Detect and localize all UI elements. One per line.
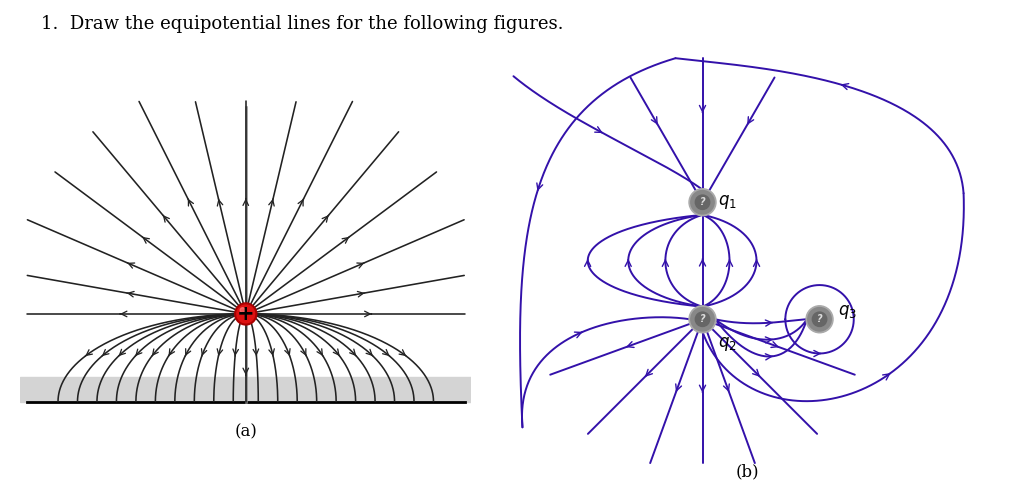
Circle shape: [240, 308, 245, 313]
Text: +: +: [237, 304, 255, 324]
Circle shape: [806, 306, 834, 333]
Text: $q_3$: $q_3$: [838, 303, 857, 321]
Text: ?: ?: [699, 197, 706, 207]
Text: 1.  Draw the equipotential lines for the following figures.: 1. Draw the equipotential lines for the …: [41, 15, 563, 33]
Circle shape: [695, 312, 710, 327]
Circle shape: [812, 312, 826, 327]
Circle shape: [691, 308, 714, 331]
Circle shape: [236, 303, 256, 325]
Circle shape: [695, 195, 710, 210]
Bar: [20, 376, 471, 401]
Text: ?: ?: [817, 314, 822, 324]
Circle shape: [808, 308, 831, 331]
Circle shape: [691, 190, 714, 214]
Text: ?: ?: [699, 314, 706, 324]
Text: $q_2$: $q_2$: [718, 336, 736, 353]
Text: $q_1$: $q_1$: [718, 193, 736, 211]
Text: (a): (a): [234, 424, 257, 440]
Circle shape: [689, 189, 716, 216]
Circle shape: [689, 306, 716, 333]
Text: (b): (b): [735, 463, 760, 480]
